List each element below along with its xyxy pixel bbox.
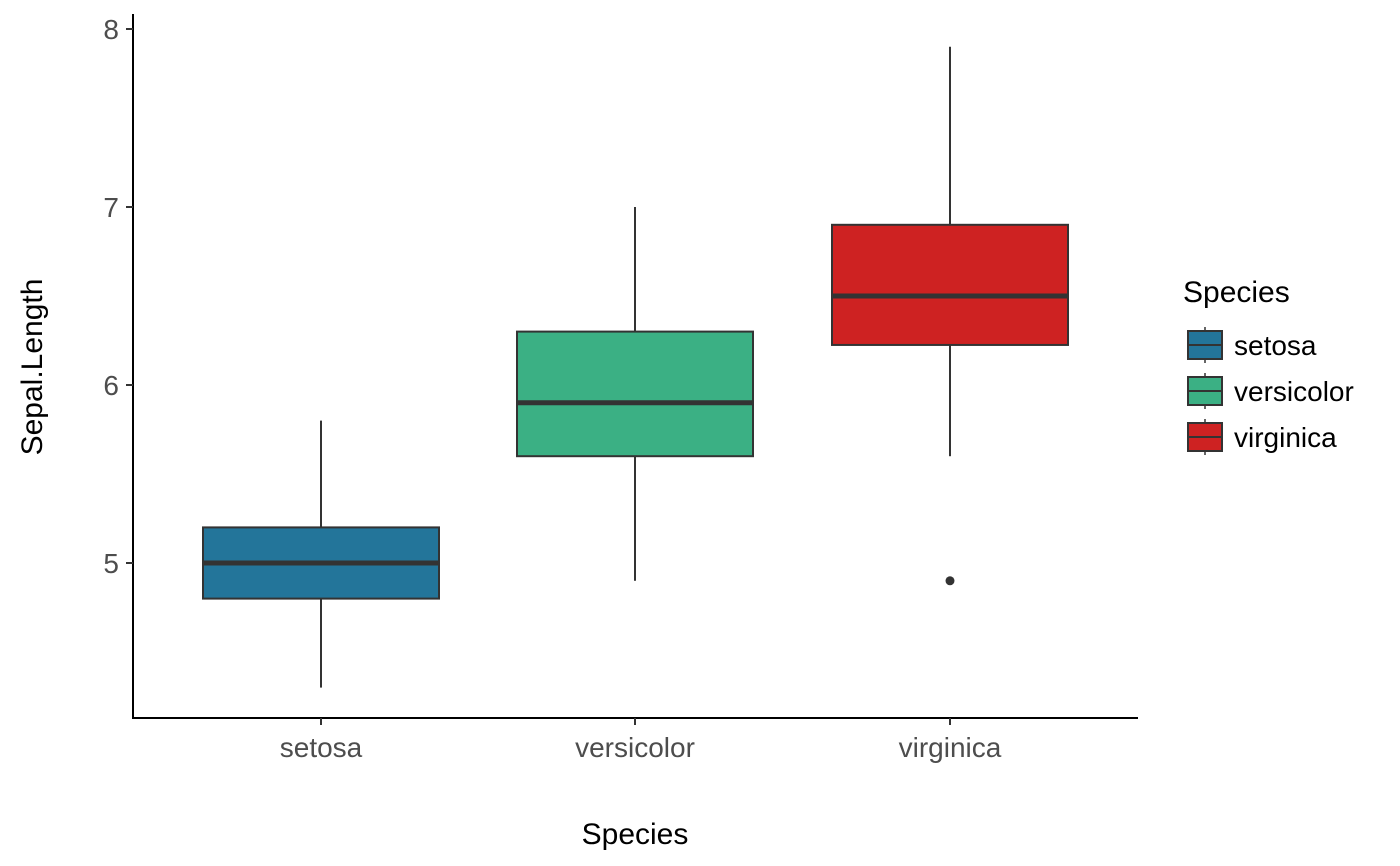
- box-versicolor: [516, 207, 754, 581]
- box-setosa: [202, 420, 440, 688]
- y-tick-label: 6: [103, 370, 119, 401]
- legend-item-virginica: virginica: [1187, 419, 1337, 455]
- y-tick-label: 7: [103, 192, 119, 223]
- legend-title: Species: [1183, 276, 1290, 309]
- x-tick-label: setosa: [280, 732, 363, 763]
- legend-label: virginica: [1234, 422, 1337, 453]
- box-body: [831, 223, 1069, 346]
- x-axis-ticks: setosa versicolor virginica: [280, 718, 1002, 763]
- y-tick-label: 8: [103, 14, 119, 45]
- box-body: [516, 330, 754, 458]
- x-axis-title: Species: [582, 818, 689, 851]
- legend-label: setosa: [1234, 330, 1317, 361]
- legend-item-setosa: setosa: [1187, 327, 1317, 363]
- y-axis-ticks: 5 6 7 8: [103, 14, 133, 579]
- x-tick-label: virginica: [899, 732, 1002, 763]
- box-virginica: [831, 46, 1069, 586]
- outlier-point: [945, 576, 955, 586]
- x-tick-label: versicolor: [575, 732, 695, 763]
- y-tick-label: 5: [103, 548, 119, 579]
- legend: Species setosa versicolor virginica: [1183, 276, 1354, 455]
- legend-item-versicolor: versicolor: [1187, 373, 1354, 409]
- legend-label: versicolor: [1234, 376, 1354, 407]
- plot-area: [202, 46, 1069, 688]
- y-axis-title: Sepal.Length: [16, 279, 49, 456]
